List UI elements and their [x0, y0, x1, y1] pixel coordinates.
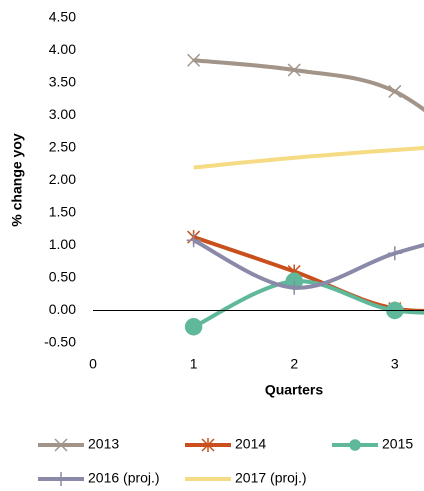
legend-marker	[54, 438, 68, 452]
marker	[388, 84, 402, 98]
y-tick-label: 1.50	[49, 204, 76, 220]
y-tick-label: 3.00	[49, 106, 76, 122]
marker	[187, 53, 201, 67]
legend-label: 2017 (proj.)	[235, 470, 307, 486]
y-tick-label: 3.50	[49, 74, 76, 90]
marker	[287, 280, 302, 295]
x-tick-label: 1	[190, 356, 198, 372]
series-line	[193, 145, 424, 170]
marker	[184, 318, 203, 336]
y-tick-label: 1.00	[49, 236, 76, 252]
legend-marker	[54, 472, 68, 486]
x-axis-label: Quarters	[265, 382, 324, 398]
y-tick-label: -0.50	[44, 334, 76, 350]
legend-label: 2015	[382, 436, 413, 452]
marker	[287, 63, 301, 77]
x-tick-label: 0	[89, 356, 97, 372]
series-line	[192, 238, 424, 290]
plot-area	[184, 53, 424, 336]
x-tick-label: 3	[391, 356, 399, 372]
series-line	[192, 235, 424, 313]
legend-label: 2016 (proj.)	[88, 470, 160, 486]
series-line	[193, 58, 424, 113]
y-tick-label: 4.00	[49, 41, 76, 57]
legend-label: 2013	[88, 436, 119, 452]
y-tick-label: 2.00	[49, 171, 76, 187]
marker	[186, 233, 201, 248]
legend-label: 2014	[235, 436, 266, 452]
y-axis-label: % change yoy	[9, 133, 25, 227]
y-tick-label: 0.50	[49, 269, 76, 285]
legend-marker	[349, 439, 361, 451]
marker	[387, 246, 402, 261]
legend-marker	[201, 438, 215, 452]
y-tick-label: 4.50	[49, 9, 76, 25]
series-line	[192, 279, 424, 329]
y-tick-label: 2.50	[49, 139, 76, 155]
x-tick-label: 2	[290, 356, 298, 372]
y-tick-label: 0.00	[49, 301, 76, 317]
